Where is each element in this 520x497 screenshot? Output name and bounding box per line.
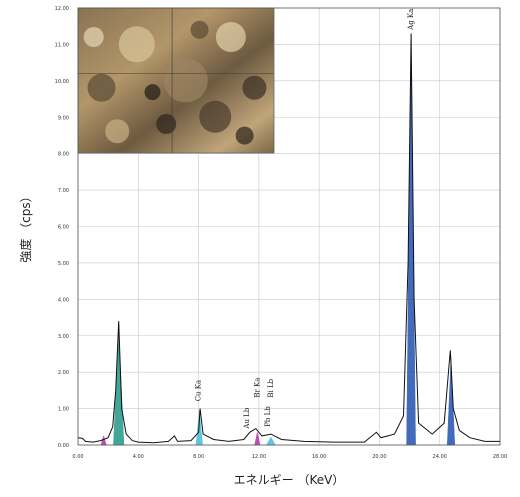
filled-peak (113, 328, 125, 446)
y-tick-label: 11.00 (55, 42, 69, 48)
micrograph-spot (215, 22, 246, 52)
x-axis-label: エネルギー （KeV） (234, 473, 345, 487)
micrograph-spot (87, 73, 116, 102)
micrograph-spot (144, 84, 161, 101)
y-axis-label: 強度 （cps） (18, 190, 33, 262)
peak-label: Au Lb (243, 407, 251, 429)
y-tick-label: 5.00 (58, 261, 69, 267)
y-tick-label: 9.00 (58, 115, 69, 121)
filled-peak (265, 436, 276, 446)
micrograph-spot (83, 27, 104, 47)
peak-annotations: Ag Ka Cu Ka Br Ka Bi Lb Au Lb Pb Lb (195, 9, 416, 430)
peak-label: Cu Ka (195, 380, 203, 402)
micrograph-spot (156, 114, 177, 134)
tick-labels: 0.00 4.00 8.00 12.00 16.00 20.00 24.00 28.00 0.0… (55, 6, 507, 460)
micrograph-spot (118, 26, 155, 63)
x-tick-label: 8.00 (193, 454, 204, 460)
micrograph-spot (105, 119, 130, 144)
y-tick-label: 7.00 (58, 188, 69, 194)
filled-peak (254, 432, 261, 446)
y-tick-label: 0.00 (58, 443, 69, 449)
micrograph-spot (199, 100, 232, 133)
x-tick-label: 28.00 (493, 454, 507, 460)
micrograph-spot (163, 58, 208, 103)
y-tick-label: 10.00 (55, 79, 69, 85)
peak-label: Br Ka (253, 378, 261, 398)
y-tick-label: 8.00 (58, 152, 69, 158)
micrograph-spot (235, 126, 254, 145)
x-tick-label: 0.00 (72, 454, 83, 460)
x-tick-label: 24.00 (433, 454, 447, 460)
peak-label: Ag Ka (407, 9, 415, 31)
spectrum-line-group (77, 33, 500, 444)
x-tick-label: 4.00 (133, 454, 144, 460)
micrograph-spot (190, 20, 209, 39)
micrograph-spot (242, 75, 267, 100)
peak-label: Bi Lb (267, 378, 275, 397)
y-tick-label: 4.00 (58, 297, 69, 303)
plot-frame (77, 7, 501, 446)
x-tick-label: 12.00 (252, 454, 266, 460)
y-tick-label: 2.00 (58, 370, 69, 376)
x-tick-label: 16.00 (312, 454, 326, 460)
micrograph-image (77, 7, 275, 154)
y-tick-label: 3.00 (58, 334, 69, 340)
y-tick-label: 1.00 (58, 407, 69, 413)
y-tick-label: 6.00 (58, 225, 69, 231)
peak-label: Pb Lb (264, 406, 272, 427)
grid-lines (77, 7, 501, 446)
y-tick-label: 12.00 (55, 6, 69, 12)
x-tick-label: 20.00 (372, 454, 386, 460)
spectrum-line (77, 33, 500, 444)
